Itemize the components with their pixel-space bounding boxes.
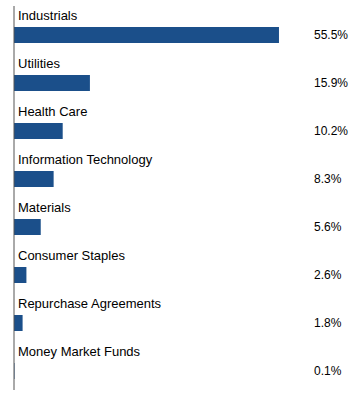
- category-label: Materials: [18, 200, 71, 215]
- category-label: Money Market Funds: [18, 344, 141, 359]
- category-labels: Industrials Utilities Health Care Informati…: [18, 8, 162, 359]
- baseline: [14, 6, 15, 390]
- category-label: Health Care: [18, 104, 87, 119]
- category-label: Repurchase Agreements: [18, 296, 162, 311]
- chart: Industrials Utilities Health Care Informati…: [0, 0, 360, 396]
- bar: [14, 123, 63, 139]
- bar: [14, 171, 54, 187]
- bars: [14, 27, 279, 379]
- value-label: 55.5%: [314, 28, 348, 42]
- bar: [14, 75, 90, 91]
- value-label: 5.6%: [314, 220, 342, 234]
- value-label: 0.1%: [314, 364, 342, 378]
- category-label: Industrials: [18, 8, 78, 23]
- bar: [14, 315, 23, 331]
- value-labels: 55.5% 15.9% 10.2% 8.3% 5.6% 2.6% 1.8% 0.1%: [314, 28, 348, 378]
- category-label: Utilities: [18, 56, 60, 71]
- value-label: 2.6%: [314, 268, 342, 282]
- value-label: 8.3%: [314, 172, 342, 186]
- value-label: 1.8%: [314, 316, 342, 330]
- bar: [14, 27, 279, 43]
- category-label: Information Technology: [18, 152, 153, 167]
- plot: Industrials Utilities Health Care Informati…: [14, 6, 348, 390]
- category-label: Consumer Staples: [18, 248, 125, 263]
- bar: [14, 267, 26, 283]
- value-label: 10.2%: [314, 124, 348, 138]
- bar: [14, 219, 41, 235]
- value-label: 15.9%: [314, 76, 348, 90]
